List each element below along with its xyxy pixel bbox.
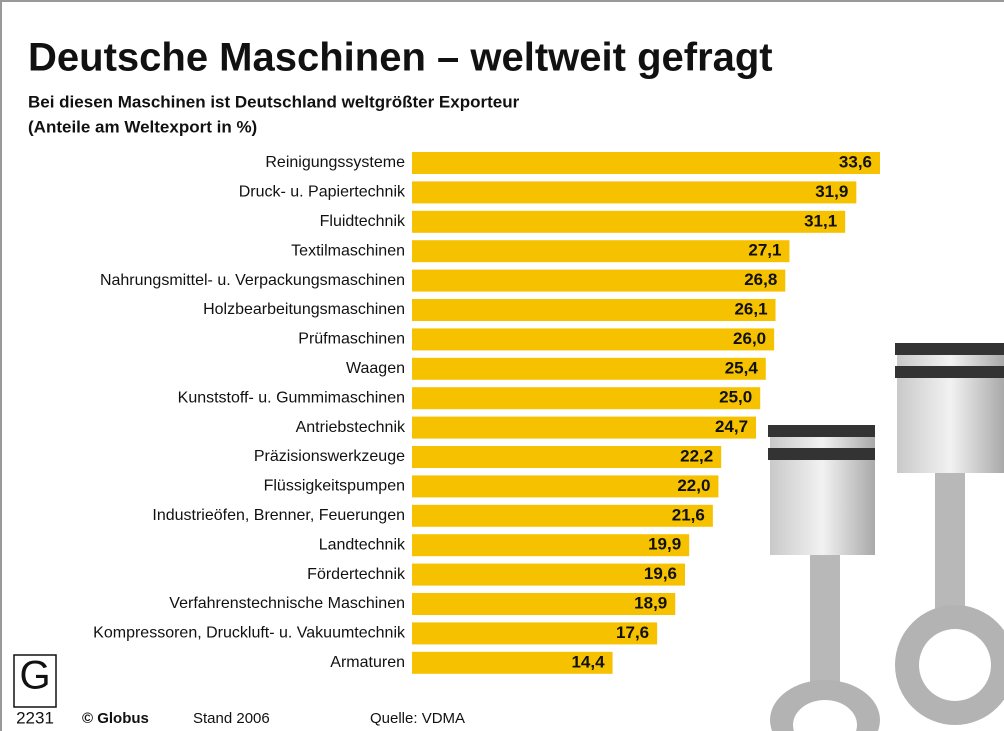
category-label: Landtechnik	[319, 536, 406, 553]
bar	[412, 240, 789, 262]
value-label: 24,7	[715, 417, 748, 436]
value-label: 25,4	[725, 358, 759, 377]
logo-number: 2231	[16, 708, 54, 727]
value-label: 31,1	[804, 211, 837, 230]
bar	[412, 211, 845, 233]
category-label: Holzbearbeitungsmaschinen	[203, 301, 405, 318]
bar	[412, 505, 713, 527]
credit: © Globus	[82, 710, 149, 727]
value-label: 17,6	[616, 623, 649, 642]
value-label: 19,9	[648, 535, 681, 554]
bar	[412, 299, 776, 321]
bar	[412, 358, 766, 380]
subtitle: (Anteile am Weltexport in %)	[28, 117, 257, 136]
value-label: 19,6	[644, 564, 677, 583]
chart-title: Deutsche Maschinen – weltweit gefragt	[28, 36, 773, 80]
value-label: 18,9	[634, 593, 667, 612]
piston-decoration	[768, 343, 1004, 731]
category-label: Fluidtechnik	[320, 213, 406, 230]
value-label: 25,0	[719, 388, 752, 407]
category-label: Textilmaschinen	[291, 242, 405, 259]
value-label: 26,0	[733, 329, 766, 348]
category-label: Prüfmaschinen	[298, 331, 405, 348]
bar	[412, 152, 880, 174]
note: Stand 2006	[193, 710, 270, 727]
category-label: Reinigungssysteme	[265, 154, 405, 171]
value-label: 26,1	[734, 299, 767, 318]
value-label: 14,4	[571, 652, 605, 671]
category-label: Waagen	[346, 360, 405, 377]
category-label: Kompressoren, Druckluft- u. Vakuumtechni…	[93, 625, 406, 642]
category-label: Flüssigkeitspumpen	[264, 478, 405, 495]
value-label: 21,6	[672, 505, 705, 524]
bar	[412, 270, 785, 292]
bar	[412, 446, 721, 468]
category-label: Verfahrenstechnische Maschinen	[169, 595, 405, 612]
category-label: Kunststoff- u. Gummimaschinen	[178, 389, 405, 406]
category-label: Präzisionswerkzeuge	[254, 448, 405, 465]
value-label: 31,9	[815, 182, 848, 201]
value-label: 33,6	[839, 152, 872, 171]
subtitle: Bei diesen Maschinen ist Deutschland wel…	[28, 92, 520, 111]
value-label: 22,2	[680, 446, 713, 465]
bar	[412, 387, 760, 409]
chart: Deutsche Maschinen – weltweit gefragt Be…	[0, 0, 1004, 731]
value-label: 26,8	[744, 270, 777, 289]
category-label: Armaturen	[330, 654, 405, 671]
category-label: Nahrungsmittel- u. Verpackungsmaschinen	[100, 272, 405, 289]
bar	[412, 417, 756, 439]
category-label: Fördertechnik	[307, 566, 406, 583]
value-label: 27,1	[748, 241, 781, 260]
bar	[412, 328, 774, 350]
bar	[412, 475, 718, 497]
value-label: 22,0	[677, 476, 710, 495]
category-label: Druck- u. Papiertechnik	[239, 184, 406, 201]
logo: G	[19, 654, 50, 698]
category-label: Antriebstechnik	[296, 419, 406, 436]
bar	[412, 181, 856, 203]
category-label: Industrieöfen, Brenner, Feuerungen	[152, 507, 405, 524]
source: Quelle: VDMA	[370, 710, 465, 727]
